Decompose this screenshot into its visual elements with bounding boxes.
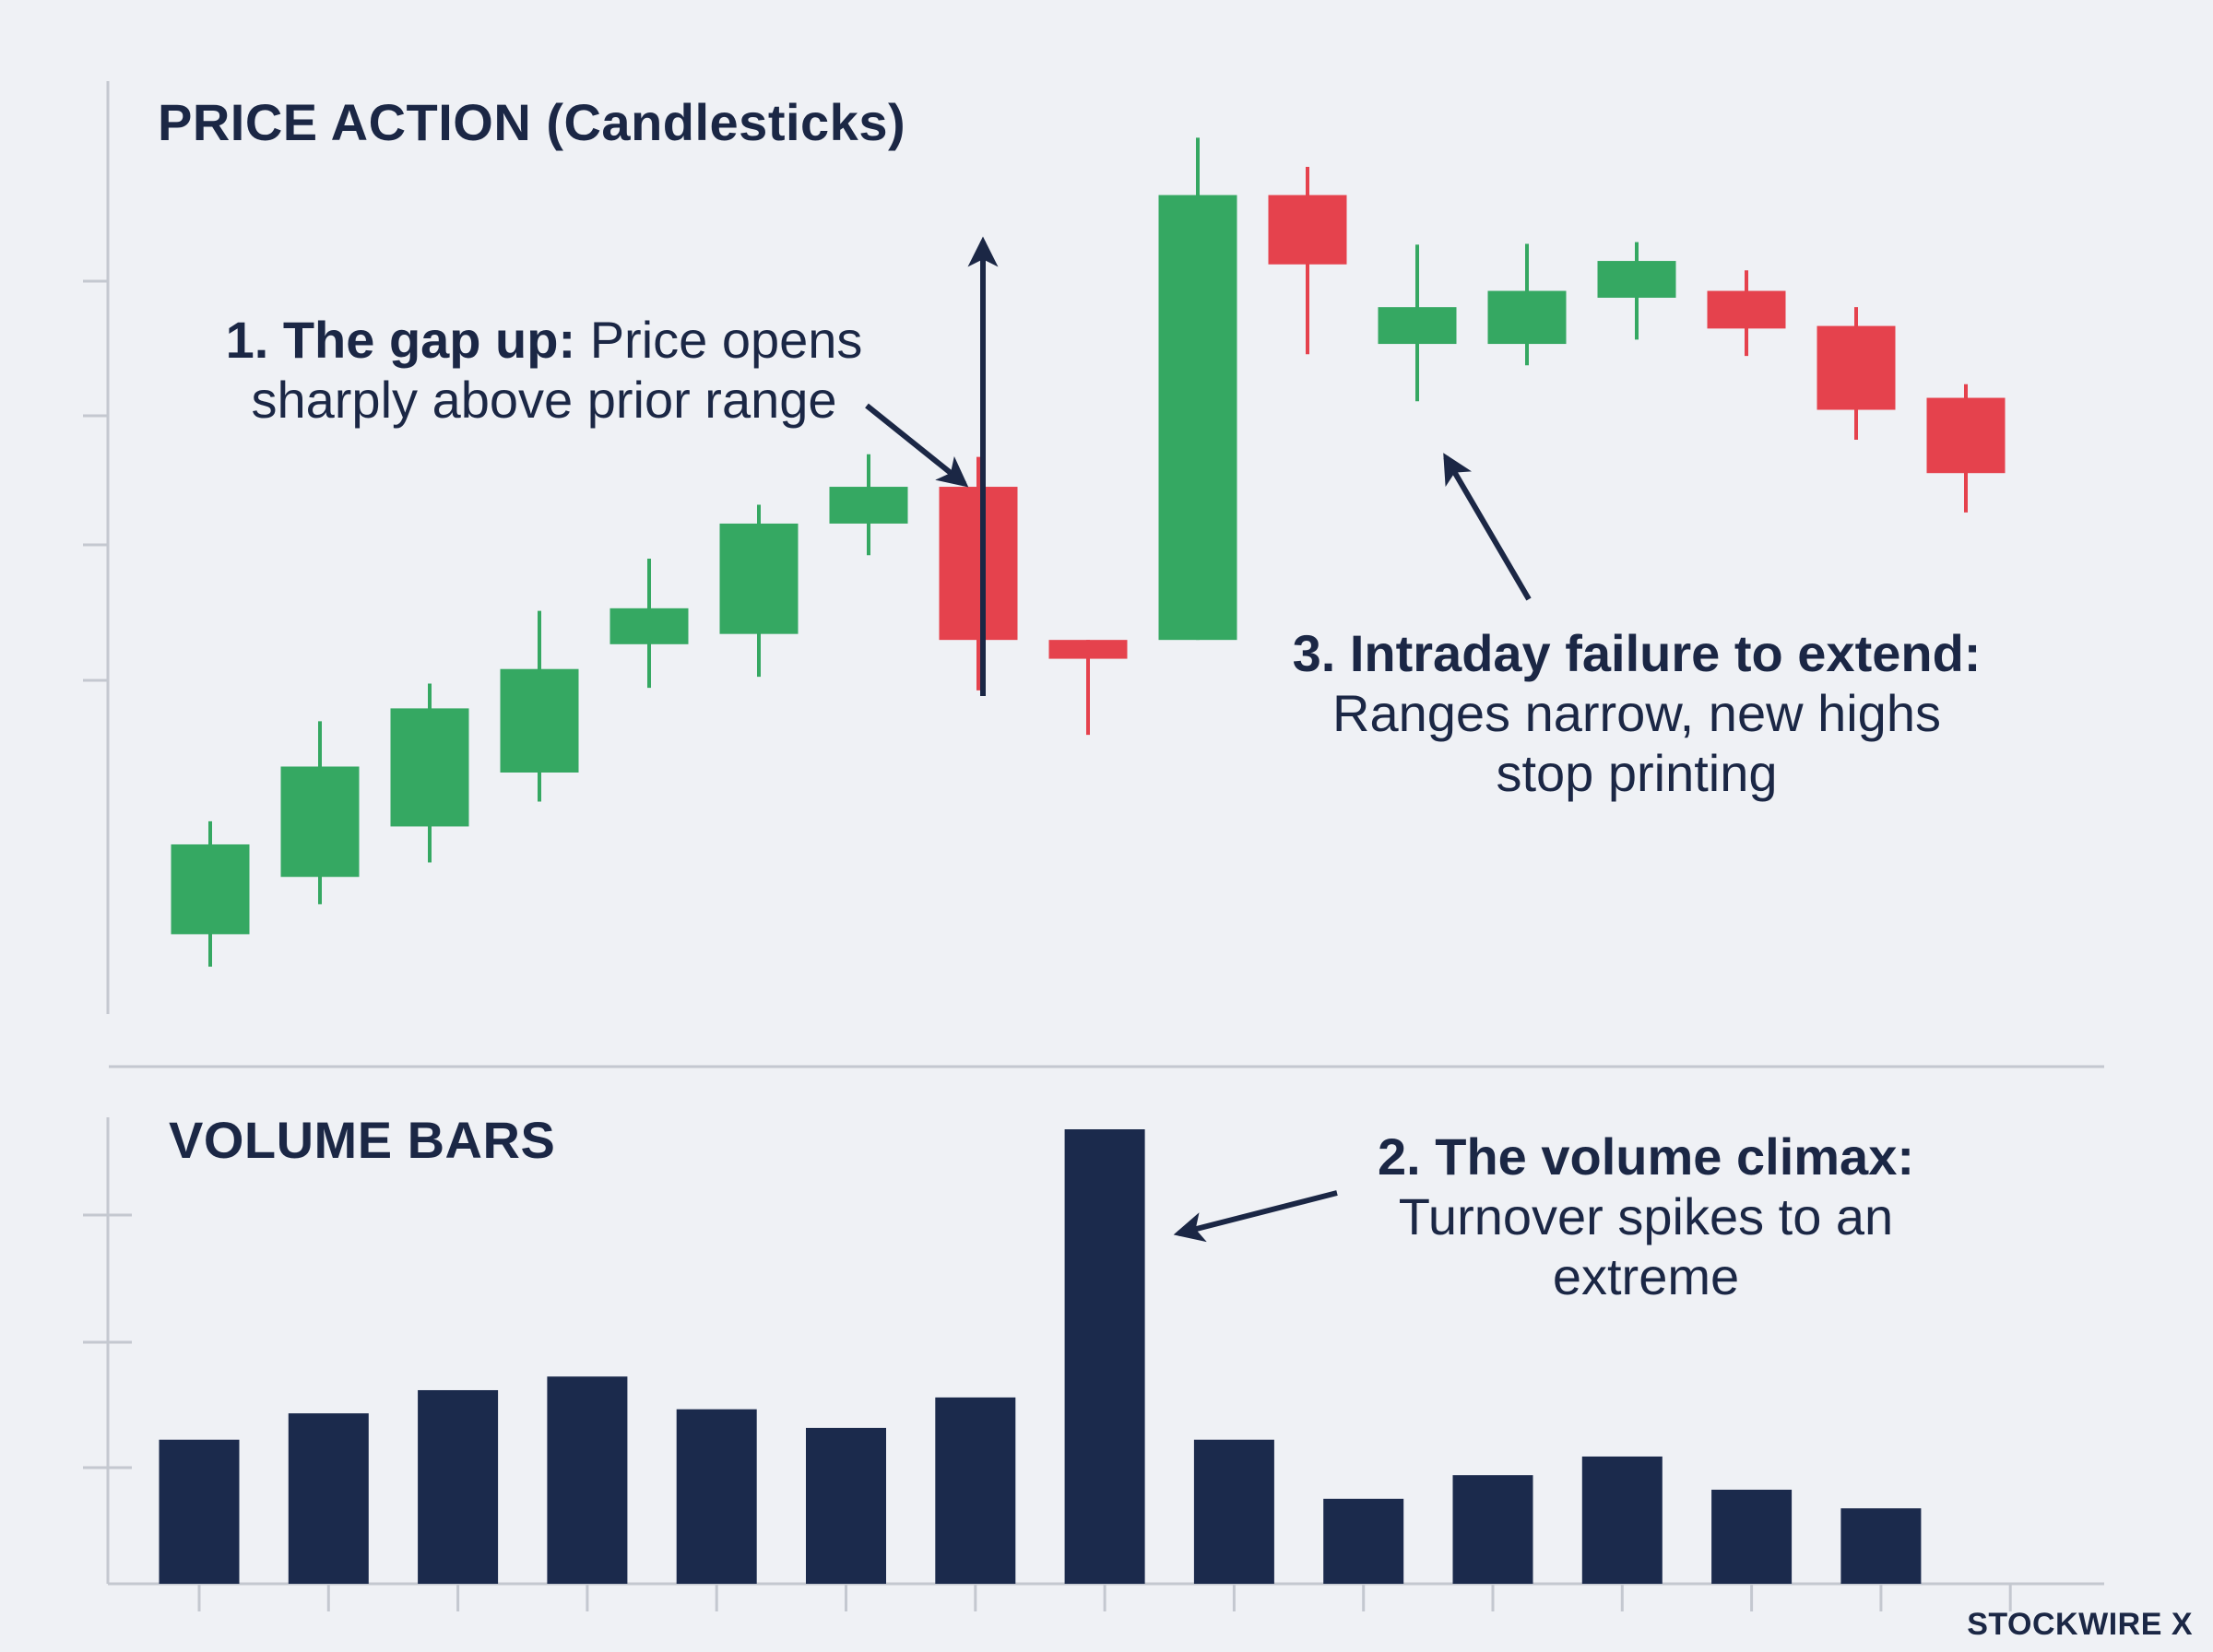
candle-body — [1926, 397, 2006, 474]
candle-down — [1268, 166, 1347, 355]
candle-up — [390, 683, 469, 863]
candle-up — [1378, 244, 1457, 402]
candle-body — [1048, 640, 1128, 659]
candle-body — [1597, 261, 1676, 298]
candle-body — [280, 766, 360, 878]
candle-down — [1707, 270, 1786, 357]
volume-climax-arrow — [1173, 1190, 1338, 1243]
intraday-failure-lead: 3. Intraday failure to extend: — [1292, 624, 1982, 682]
candle-body — [171, 844, 250, 935]
volume-bar — [159, 1439, 240, 1584]
candle-body — [939, 487, 1018, 641]
price-panel — [83, 81, 2006, 1014]
volume-bar — [1323, 1498, 1404, 1584]
candle-up — [500, 610, 579, 802]
candle-up — [280, 721, 360, 904]
volume-bar — [1840, 1508, 1922, 1584]
gap-up-annotation: 1. The gap up: Price opens sharply above… — [221, 310, 867, 430]
gap-up-line2: sharply above prior range — [251, 371, 837, 429]
candle-body — [1817, 325, 1896, 410]
intraday-failure-annotation: 3. Intraday failure to extend: Ranges na… — [1277, 623, 1996, 803]
candle-up — [829, 454, 908, 556]
candle-down — [1926, 384, 2006, 513]
volume-bar — [288, 1413, 369, 1584]
gap-up-pointer-arrow — [865, 403, 969, 488]
price-panel-title: PRICE ACTION (Candlesticks) — [158, 93, 906, 151]
volume-bar — [676, 1409, 757, 1584]
volume-climax-annotation: 2. The volume climax: Turnover spikes to… — [1337, 1127, 1955, 1306]
volume-climax-lead: 2. The volume climax: — [1378, 1127, 1914, 1186]
intraday-failure-line1: Ranges narrow, new highs — [1332, 684, 1941, 742]
volume-climax-line1: Turnover spikes to an — [1398, 1187, 1894, 1245]
candle-body — [1268, 195, 1347, 265]
volume-panel-title: VOLUME BARS — [169, 1111, 556, 1169]
candle-body — [1707, 290, 1786, 329]
gap-up-lead: 1. The gap up: — [225, 311, 576, 369]
volume-bar — [1581, 1456, 1663, 1584]
candle-down — [939, 456, 1018, 690]
intraday-failure-arrow — [1443, 453, 1532, 601]
brand-logo-text: STOCKWIRE X — [1967, 1607, 2193, 1642]
volume-bar — [935, 1397, 1016, 1584]
gap-up-line1: Price opens — [589, 311, 863, 369]
candle-down — [1817, 307, 1896, 441]
candle-body — [829, 487, 908, 524]
volume-panel — [83, 1117, 2104, 1611]
candle-up — [1487, 243, 1567, 366]
volume-climax-line2: extreme — [1552, 1247, 1740, 1305]
candle-body — [500, 668, 579, 773]
candle-body — [1158, 195, 1237, 641]
volume-bar — [1452, 1475, 1533, 1584]
candle-up — [1158, 137, 1237, 641]
candle-body — [1378, 307, 1457, 345]
intraday-failure-line2: stop printing — [1496, 744, 1778, 802]
candle-down — [1048, 640, 1128, 736]
candle-up — [719, 504, 799, 678]
volume-bar — [547, 1376, 628, 1584]
candle-body — [1487, 290, 1567, 345]
candle-up — [609, 559, 689, 689]
annotation-arrows — [865, 236, 1532, 1243]
candle-body — [719, 523, 799, 634]
volume-bar — [418, 1389, 499, 1584]
volume-bar — [1193, 1439, 1274, 1584]
volume-bar — [806, 1427, 886, 1584]
candle-body — [390, 708, 469, 827]
volume-bar — [1064, 1129, 1145, 1584]
volume-bar — [1711, 1489, 1793, 1584]
candle-up — [171, 820, 250, 967]
candle-body — [609, 608, 689, 644]
candle-up — [1597, 242, 1676, 340]
